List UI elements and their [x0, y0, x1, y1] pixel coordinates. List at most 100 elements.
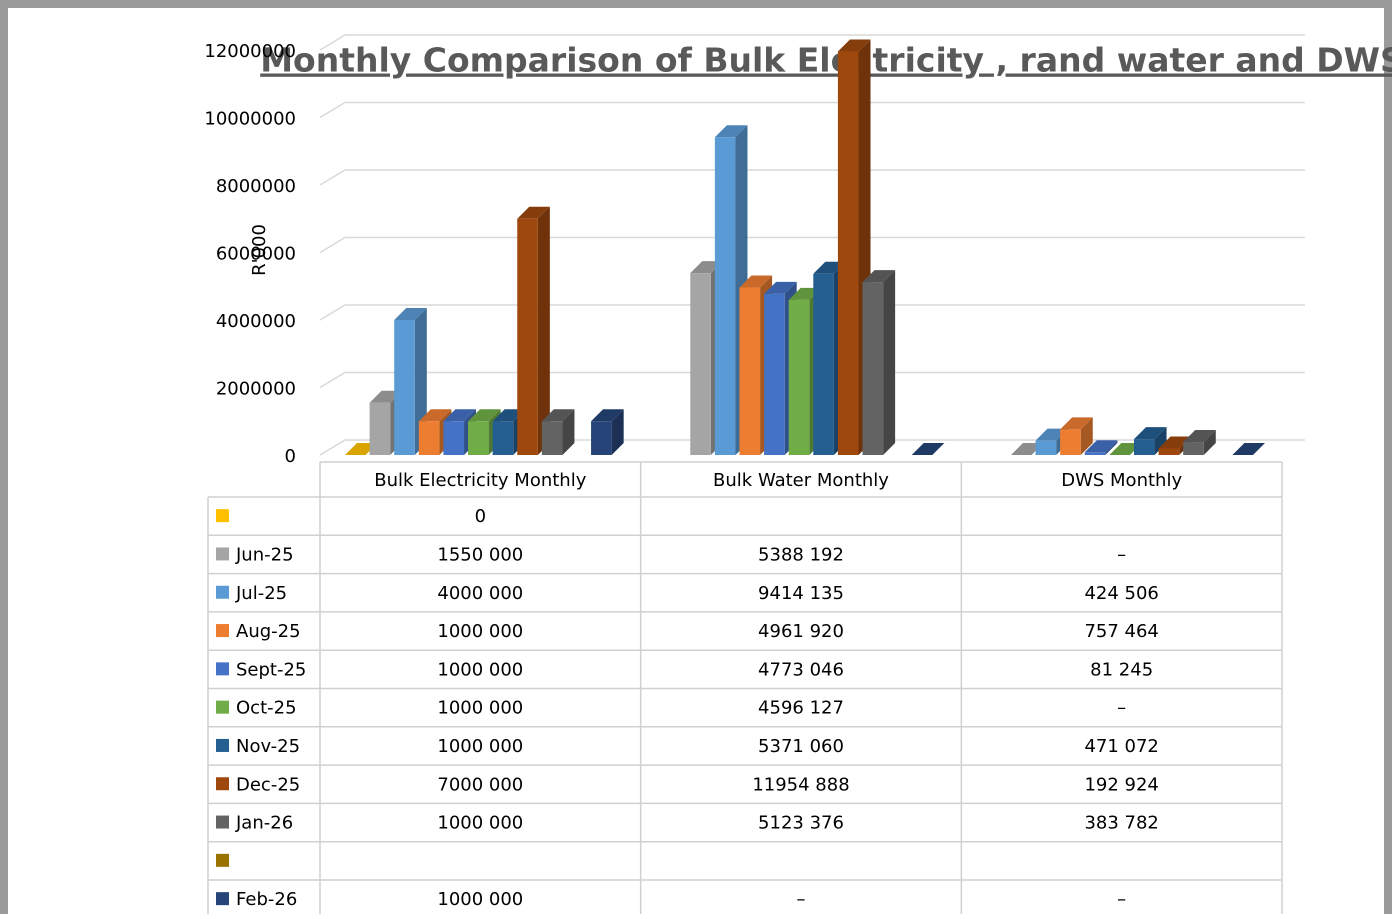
- bar: [394, 320, 415, 455]
- bar-top: [345, 443, 378, 455]
- bar: [1060, 429, 1081, 455]
- table-cell: 1000 000: [437, 813, 523, 834]
- bar-top: [911, 443, 945, 455]
- bar-top: [394, 308, 427, 320]
- bar-top: [764, 281, 797, 294]
- table-cell: 4000 000: [437, 583, 523, 604]
- y-tick-label: 6000000: [216, 244, 296, 265]
- bar: [788, 299, 810, 455]
- table-cell: 5388 192: [758, 544, 844, 565]
- bar: [862, 282, 884, 455]
- bar: [369, 402, 391, 455]
- table-cell: 81 245: [1090, 659, 1153, 680]
- bar-side: [611, 409, 624, 455]
- bar: [517, 218, 538, 455]
- legend-key: [216, 853, 229, 867]
- table-cell: 192 924: [1084, 774, 1158, 795]
- table-cell: 1000 000: [437, 736, 523, 757]
- table-cell: –: [1117, 544, 1126, 565]
- bar-top: [418, 409, 452, 422]
- legend-label: Jun-25: [235, 544, 294, 565]
- table-cell: 5371 060: [758, 736, 844, 757]
- bar-top: [468, 409, 501, 422]
- bar: [1084, 452, 1106, 455]
- bar: [492, 421, 514, 455]
- column-header: Bulk Electricity Monthly: [374, 470, 586, 491]
- bar-top: [1232, 443, 1265, 455]
- bar-top: [541, 409, 575, 422]
- bar-top: [788, 287, 822, 300]
- legend-label: Jan-26: [235, 813, 293, 834]
- bar-top: [1158, 436, 1192, 449]
- legend-key: [216, 892, 229, 906]
- bar-top: [1035, 428, 1069, 441]
- table-cell: 4773 046: [758, 659, 844, 680]
- table-cell: 4961 920: [758, 621, 844, 642]
- bar: [714, 137, 736, 455]
- bar: [443, 421, 465, 455]
- table-cell: 1000 000: [437, 621, 523, 642]
- legend-key: [216, 815, 229, 829]
- legend-label: Nov-25: [236, 736, 300, 757]
- grid-line: [319, 304, 1305, 321]
- y-tick-label: 2000000: [216, 379, 296, 400]
- bar-top: [690, 261, 723, 274]
- legend-key: [216, 777, 229, 791]
- bar-side: [1105, 440, 1118, 455]
- table-cell: 757 464: [1084, 621, 1158, 642]
- bar-top: [492, 409, 526, 422]
- grid-line: [319, 236, 1305, 254]
- bar-side: [537, 206, 550, 455]
- bar-side: [883, 270, 896, 455]
- table-cell: 1000 000: [437, 698, 523, 719]
- table-cell: 471 072: [1084, 736, 1158, 757]
- y-tick-label: 12000000: [204, 41, 296, 62]
- bar-top: [369, 390, 403, 403]
- legend-key: [216, 547, 229, 561]
- table-cell: 9414 135: [758, 583, 844, 604]
- grid-line: [319, 101, 1305, 119]
- y-axis-label: R'000: [249, 224, 270, 276]
- grid-line: [319, 371, 1305, 389]
- table-cell: 11954 888: [752, 774, 849, 795]
- legend-label: Feb-26: [236, 889, 297, 910]
- bar-top: [714, 125, 748, 138]
- bar: [1158, 448, 1180, 455]
- bar-side: [562, 409, 575, 455]
- table-cell: –: [797, 889, 806, 910]
- bar-top: [837, 39, 871, 52]
- bar-top: [862, 270, 896, 283]
- legend-label: Dec-25: [236, 774, 300, 795]
- bar: [541, 421, 563, 455]
- bar: [764, 293, 785, 455]
- chart-title: Monthly Comparison of Bulk Electricity ,…: [260, 41, 1392, 80]
- bar-side: [1154, 427, 1167, 455]
- bar-top: [1010, 443, 1044, 455]
- bar-top: [443, 409, 477, 422]
- column-header: DWS Monthly: [1061, 470, 1182, 491]
- y-tick-label: 0: [285, 446, 296, 467]
- grid-line: [319, 34, 1305, 51]
- bar-top: [1060, 417, 1093, 430]
- table-cell: 1550 000: [437, 544, 523, 565]
- bar: [739, 287, 761, 455]
- column-header: Bulk Water Monthly: [713, 470, 889, 491]
- legend-key: [216, 585, 229, 599]
- y-tick-label: 8000000: [216, 176, 296, 197]
- legend-label: Jul-25: [235, 583, 287, 604]
- table-cell: –: [1117, 889, 1126, 910]
- legend-key: [216, 624, 229, 638]
- bar-side: [1203, 430, 1216, 455]
- legend-key: [216, 738, 229, 752]
- bar-top: [1084, 440, 1118, 453]
- bar: [813, 273, 834, 455]
- legend-label: Oct-25: [236, 698, 297, 719]
- legend-key: [216, 662, 229, 676]
- bar: [591, 421, 612, 455]
- bar-top: [739, 275, 773, 288]
- legend-label: Sept-25: [236, 659, 306, 680]
- grid-line: [319, 169, 1305, 186]
- bar-top: [1133, 427, 1167, 440]
